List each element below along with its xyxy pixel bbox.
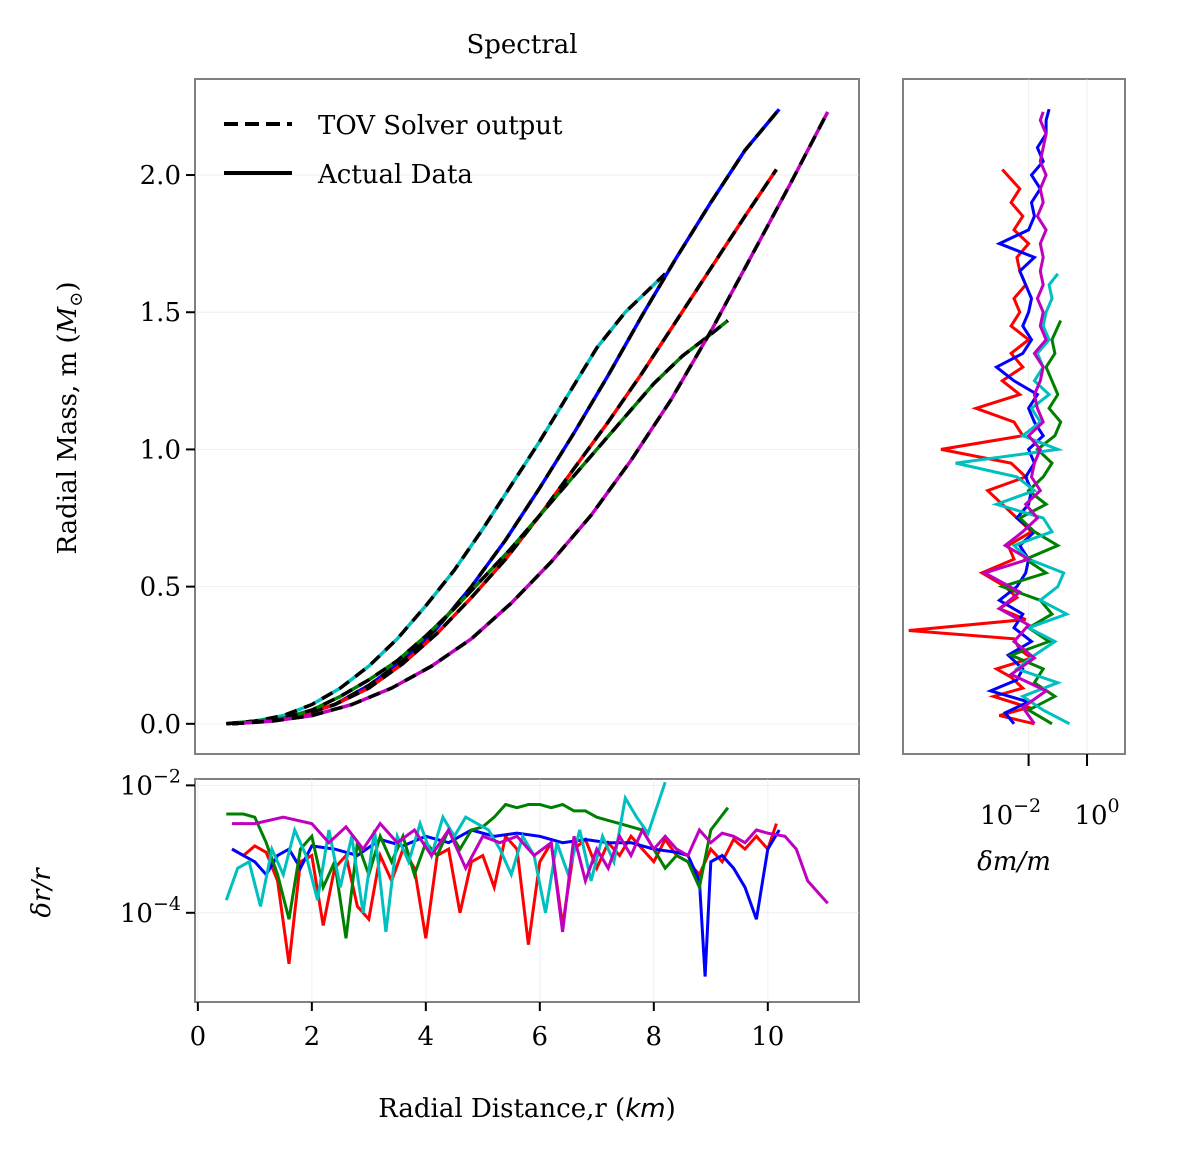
right-plot-frame bbox=[902, 78, 1126, 755]
main-y-axis-label-close: ) bbox=[53, 282, 83, 292]
main-plot-frame bbox=[194, 78, 860, 755]
legend: TOV Solver output Actual Data bbox=[224, 111, 563, 190]
bottom-series-line-g bbox=[226, 802, 730, 939]
right-panel: 10−2 100 δm/m bbox=[902, 78, 1126, 877]
bottom-y-ticks: 10−2 10−4 bbox=[120, 765, 195, 929]
right-series-line-m bbox=[980, 111, 1050, 725]
legend-label-actual: Actual Data bbox=[317, 160, 473, 190]
main-series-line-m bbox=[231, 111, 830, 726]
bottom-x-axis-label: Radial Distance,r (km) bbox=[378, 1094, 676, 1124]
main-y-ticks: 0.0 0.5 1.0 1.5 2.0 bbox=[140, 161, 195, 740]
bottom-x-tick-label: 0 bbox=[190, 1022, 207, 1052]
main-series-tov-b bbox=[231, 108, 781, 726]
bottom-series bbox=[224, 781, 829, 977]
main-y-tick-label: 1.5 bbox=[140, 298, 181, 328]
chart-title: Spectral bbox=[466, 30, 577, 60]
bottom-x-tick-label: 10 bbox=[751, 1022, 784, 1052]
main-series-tov-m bbox=[231, 111, 830, 726]
main-series-tov-c bbox=[226, 272, 667, 726]
main-series bbox=[226, 108, 830, 726]
main-series-tov-g bbox=[226, 319, 729, 726]
right-x-axis-label: δm/m bbox=[977, 847, 1051, 877]
main-gridlines bbox=[195, 174, 859, 725]
bottom-series-line-c bbox=[224, 781, 667, 933]
bottom-panel: 0 2 4 6 8 10 10−210−4 Radial Distance,r (km) … bbox=[27, 765, 860, 1124]
right-series-line-c bbox=[955, 272, 1071, 726]
right-x-ticks: 10−2 100 bbox=[980, 754, 1120, 831]
main-y-tick-label: 0.0 bbox=[140, 710, 181, 740]
bottom-series-line-b bbox=[231, 828, 781, 977]
main-series-line-g bbox=[226, 319, 729, 726]
bottom-plot-frame bbox=[194, 778, 860, 1003]
bottom-x-tick-label: 6 bbox=[532, 1022, 549, 1052]
bottom-x-axis-label-text: Radial Distance,r ( bbox=[378, 1094, 625, 1124]
bottom-x-tick-label: 2 bbox=[304, 1022, 321, 1052]
bottom-y-tick-label: 10−2 bbox=[120, 765, 181, 801]
right-series-line-b bbox=[986, 108, 1051, 725]
legend-label-tov: TOV Solver output bbox=[318, 111, 563, 141]
bottom-x-tick-label: 8 bbox=[646, 1022, 663, 1052]
main-y-axis-label: Radial Mass, m (M⊙) bbox=[53, 282, 87, 555]
main-y-axis-label-text: Radial Mass, m ( bbox=[53, 333, 83, 554]
bottom-y-tick-label: 10−4 bbox=[120, 893, 181, 929]
main-y-tick-label: 2.0 bbox=[140, 161, 181, 191]
bottom-series-line-m bbox=[232, 815, 829, 933]
right-series bbox=[908, 108, 1071, 726]
bottom-x-axis-label-close: ) bbox=[666, 1094, 676, 1124]
right-x-tick-label: 100 bbox=[1074, 795, 1119, 831]
main-y-axis-label-symbol: M bbox=[53, 305, 83, 334]
right-x-tick-label: 10−2 bbox=[980, 795, 1041, 831]
bottom-x-axis-label-unit: km bbox=[625, 1094, 665, 1124]
main-series-line-b bbox=[231, 108, 781, 726]
main-series-tov-r bbox=[231, 168, 778, 726]
bottom-x-ticks: 0 2 4 6 8 10 bbox=[190, 1002, 784, 1052]
main-y-tick-label: 0.5 bbox=[140, 573, 181, 603]
main-y-axis-label-subscript: ⊙ bbox=[66, 292, 87, 307]
bottom-y-axis-label: δr/r bbox=[27, 867, 57, 918]
bottom-x-tick-label: 4 bbox=[418, 1022, 435, 1052]
main-y-tick-label: 1.0 bbox=[140, 435, 181, 465]
main-panel: 0.0 0.5 1.0 1.5 2.0 Radial Mass, m (M⊙) TOV … bbox=[53, 78, 860, 755]
right-series-line-g bbox=[997, 319, 1063, 726]
main-series-line-r bbox=[231, 168, 778, 726]
